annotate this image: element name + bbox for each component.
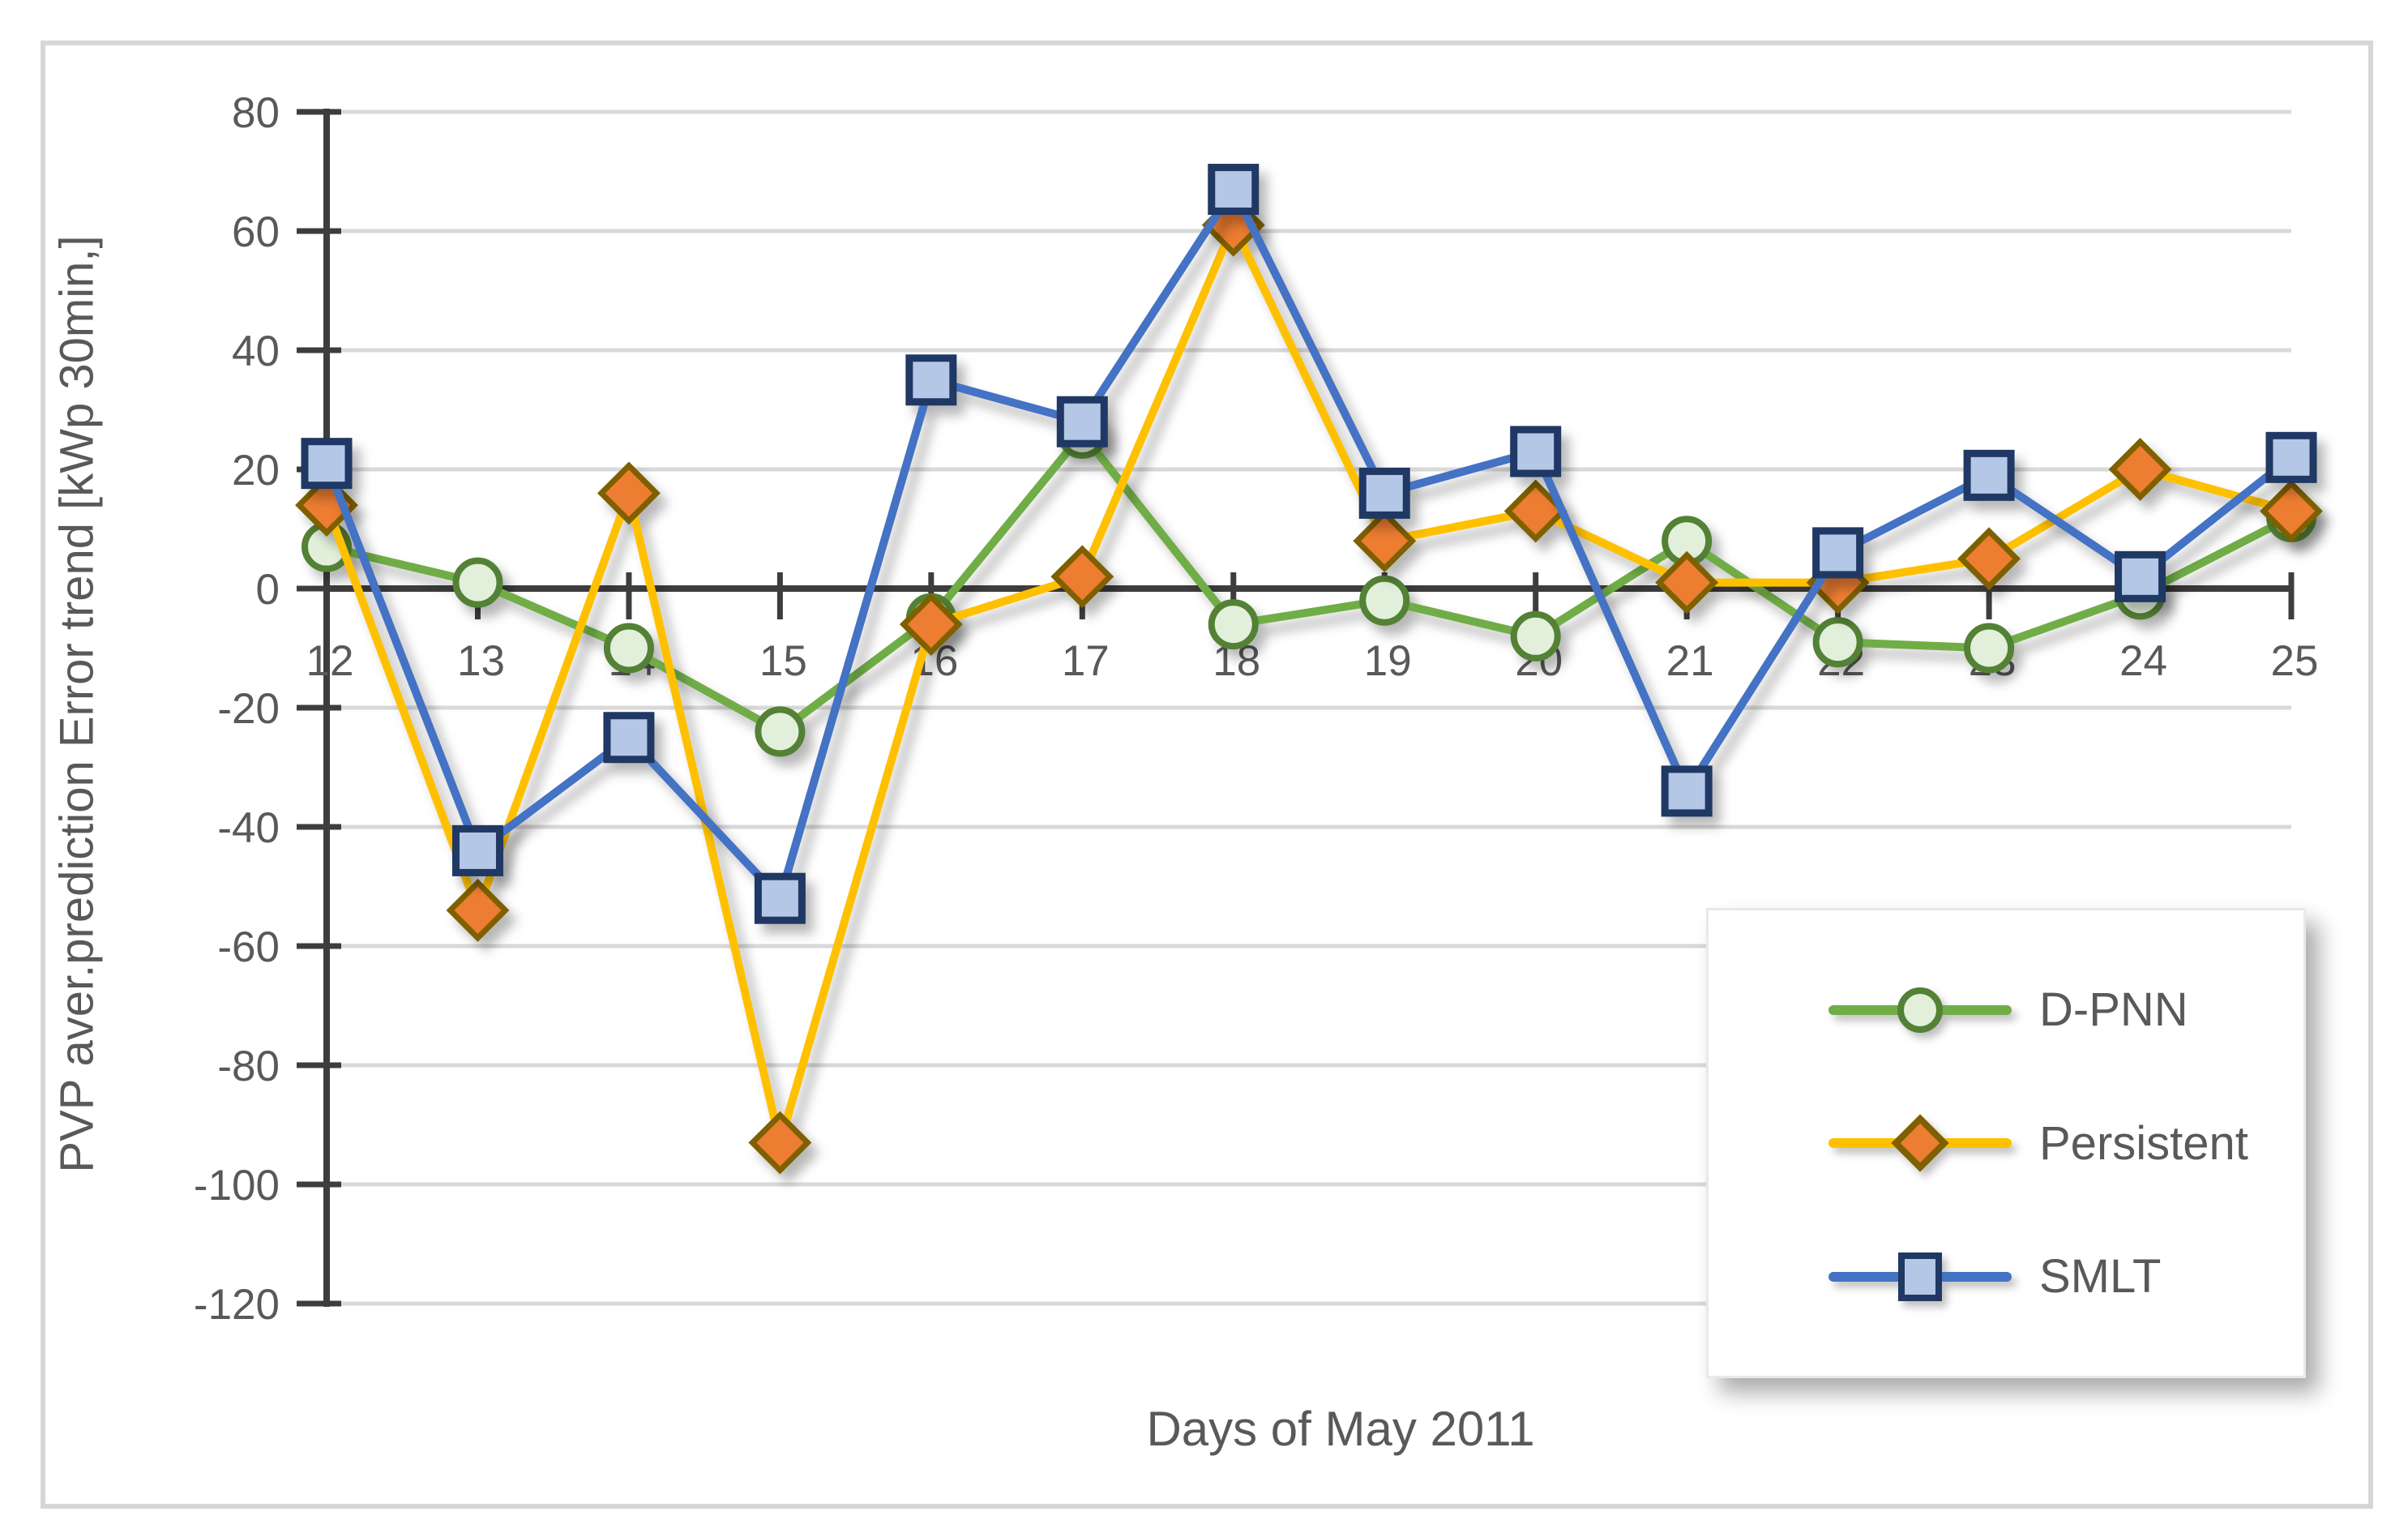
- y-tick-label: -120: [194, 1281, 280, 1329]
- persistent-marker: [2260, 479, 2323, 543]
- smlt-marker: [1056, 396, 1108, 447]
- persistent-marker: [899, 593, 963, 657]
- smlt-marker: [1661, 765, 1713, 817]
- x-tick-label: 24: [2119, 637, 2167, 685]
- x-tick-label: 13: [457, 637, 505, 685]
- legend-box: D-PNN Persistent SMLT: [1706, 908, 2306, 1378]
- smlt-marker: [301, 438, 353, 490]
- persistent-marker: [748, 1111, 812, 1175]
- y-tick-label: 20: [232, 447, 280, 495]
- persistent-marker: [1050, 545, 1114, 609]
- diamond-marker-icon: [1891, 1114, 1949, 1172]
- d-pnn-legend-marker-icon: [1828, 987, 2012, 1033]
- y-axis-title: PVP aver.prediction Error trend [kWp 30m…: [50, 235, 104, 1173]
- persistent-marker: [446, 878, 510, 942]
- square-marker-icon: [1898, 1252, 1942, 1301]
- circle-marker-icon: [1897, 987, 1943, 1033]
- legend-item-smlt: SMLT: [1828, 1243, 2303, 1311]
- smlt-marker: [754, 872, 806, 924]
- x-tick-label: 25: [2271, 637, 2319, 685]
- x-tick-label: 12: [306, 637, 354, 685]
- x-tick-label: 19: [1364, 637, 1412, 685]
- persistent-marker: [1655, 550, 1719, 614]
- smlt-legend-marker-icon: [1828, 1252, 2012, 1301]
- legend-item-persistent: Persistent: [1828, 1109, 2303, 1177]
- d-pnn-marker: [452, 557, 503, 608]
- y-tick-label: 0: [256, 566, 280, 614]
- smlt-marker: [1963, 449, 2015, 501]
- y-tick-label: -20: [217, 685, 280, 733]
- persistent-legend-marker-icon: [1828, 1114, 2012, 1172]
- series-smlt: [301, 164, 2317, 924]
- d-pnn-line: [323, 429, 2295, 736]
- smlt-marker: [603, 712, 655, 764]
- d-pnn-marker: [1359, 575, 1410, 626]
- smlt-marker: [1510, 426, 1562, 477]
- smlt-marker: [2115, 550, 2166, 602]
- smlt-marker: [1208, 164, 1260, 216]
- d-pnn-marker: [1208, 599, 1259, 650]
- y-tick-label: 80: [232, 89, 280, 137]
- y-tick-label: -60: [217, 923, 280, 971]
- persistent-marker: [2108, 438, 2172, 501]
- y-tick-label: -80: [217, 1043, 280, 1090]
- d-pnn-marker: [603, 623, 654, 674]
- y-tick-label: -100: [194, 1162, 280, 1210]
- persistent-marker: [1353, 509, 1417, 573]
- series-persistent: [295, 193, 2323, 1175]
- legend-label: D-PNN: [2039, 983, 2188, 1036]
- d-pnn-marker: [1964, 623, 2015, 674]
- y-tick-label: -40: [217, 804, 280, 852]
- smlt-marker: [451, 824, 503, 876]
- d-pnn-marker: [1812, 617, 1863, 668]
- smlt-marker: [2265, 431, 2317, 483]
- y-tick-label: 60: [232, 208, 280, 256]
- persistent-marker: [597, 461, 661, 525]
- smlt-marker: [905, 354, 957, 406]
- x-tick-label: 17: [1062, 637, 1110, 685]
- legend-item-d-pnn: D-PNN: [1828, 976, 2303, 1044]
- x-tick-label: 21: [1666, 637, 1714, 685]
- persistent-marker: [1957, 527, 2021, 591]
- x-tick-label: 15: [759, 637, 807, 685]
- y-tick-label: 40: [232, 328, 280, 375]
- x-axis-title: Days of May 2011: [1146, 1402, 1535, 1456]
- d-pnn-marker: [1510, 610, 1561, 662]
- smlt-marker: [1358, 467, 1410, 519]
- d-pnn-marker: [755, 706, 806, 757]
- legend-label: SMLT: [2039, 1250, 2162, 1303]
- smlt-marker: [1812, 527, 1864, 579]
- legend-label: Persistent: [2039, 1116, 2248, 1170]
